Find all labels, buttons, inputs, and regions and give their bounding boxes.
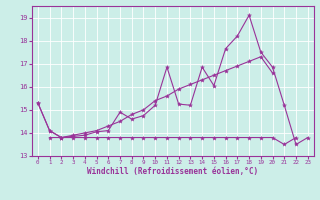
X-axis label: Windchill (Refroidissement éolien,°C): Windchill (Refroidissement éolien,°C) <box>87 167 258 176</box>
